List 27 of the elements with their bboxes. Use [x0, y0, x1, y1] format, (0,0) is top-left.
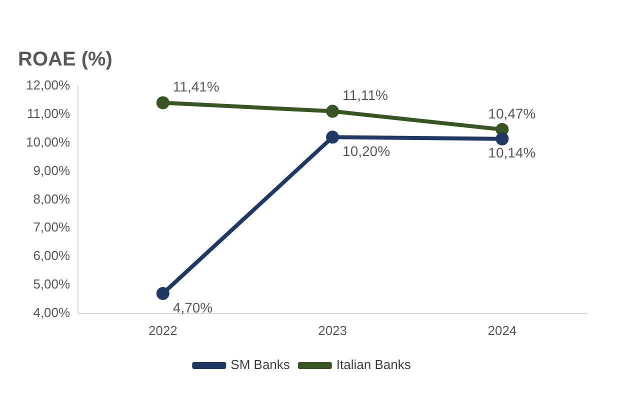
y-tick-label: 10,00% [26, 134, 71, 150]
chart-title: ROAE (%) [18, 48, 112, 71]
point [156, 287, 170, 300]
point [496, 122, 509, 136]
y-tick-label: 4,00% [33, 304, 71, 320]
y-tick-label: 5,00% [33, 276, 71, 292]
point [326, 130, 340, 144]
point [156, 96, 170, 110]
data-label: 10,20% [342, 143, 390, 160]
data-label: 4,70% [172, 299, 213, 316]
point [496, 132, 509, 146]
x-tick-label: 2024 [488, 322, 517, 338]
x-tick-label: 2023 [318, 322, 348, 338]
y-tick-label: 9,00% [33, 162, 71, 178]
point [326, 104, 340, 118]
legend-label: SM Banks [230, 357, 290, 372]
y-tick-label: 12,00% [26, 78, 71, 93]
y-tick-label: 11,00% [26, 106, 71, 122]
y-tick-label: 6,00% [33, 248, 71, 264]
data-label: 11,41% [172, 78, 220, 95]
data-label: 11,11% [342, 87, 388, 104]
legend-label: Italian Banks [336, 357, 412, 372]
data-label: 10,47% [488, 105, 536, 122]
x-tick-label: 2022 [148, 322, 178, 338]
y-tick-label: 7,00% [33, 220, 71, 235]
data-label: 10,14% [488, 144, 536, 161]
y-tick-label: 8,00% [33, 191, 71, 206]
